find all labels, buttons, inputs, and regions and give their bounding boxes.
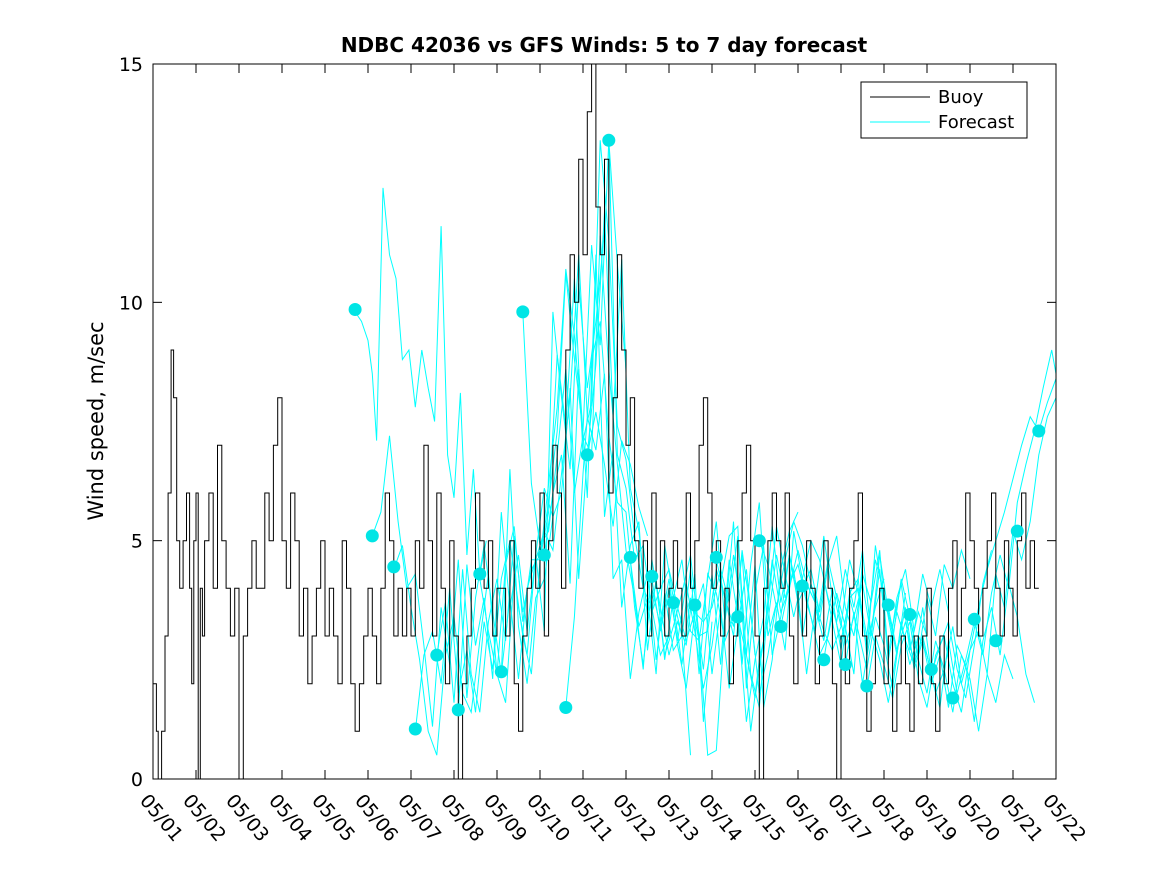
y-axis: 0 5 10 15 [119, 54, 1056, 791]
forecast-point-8 [494, 665, 508, 679]
forecast-point-29 [946, 691, 960, 705]
y-tick-label: 10 [119, 292, 143, 314]
forecast-run-20 [758, 519, 949, 656]
plot-frame [152, 63, 1057, 780]
plot-area [153, 63, 1057, 780]
forecast-point-2 [365, 529, 379, 543]
forecast-run-16 [672, 502, 863, 757]
forecast-point-14 [623, 550, 637, 564]
forecast-point-9 [516, 305, 530, 319]
forecast-point-21 [774, 620, 788, 633]
forecast-point-23 [817, 653, 831, 667]
forecast-point-28 [924, 662, 938, 676]
forecast-point-11 [559, 701, 573, 714]
forecast-run-10 [543, 254, 734, 675]
forecast-point-26 [881, 598, 895, 612]
forecast-point-13 [602, 133, 616, 147]
forecast-point-30 [967, 612, 981, 626]
forecast-point-1 [348, 303, 362, 316]
y-tick-label: 5 [131, 531, 143, 553]
forecast-run-13 [608, 140, 799, 708]
forecast-run-21 [780, 548, 971, 665]
forecast-point-12 [580, 448, 594, 462]
forecast-point-20 [752, 534, 766, 548]
forecast-point-10 [537, 548, 551, 562]
y-tick-label: 0 [131, 769, 143, 791]
forecast-point-19 [731, 610, 745, 624]
forecast-run-7 [479, 140, 670, 675]
forecast-run-22 [801, 550, 992, 699]
forecast-point-15 [645, 569, 659, 583]
forecast-point-27 [903, 608, 917, 621]
legend: Buoy Forecast [860, 81, 1028, 139]
forecast-point-7 [473, 567, 487, 581]
forecast-point-24 [838, 658, 852, 672]
legend-box [860, 81, 1028, 139]
legend-forecast-label: Forecast [938, 112, 1014, 133]
forecast-point-32 [1010, 524, 1024, 538]
buoy-series-line [153, 63, 1039, 780]
y-axis-label: Wind speed, m/sec [84, 321, 108, 520]
forecast-point-3 [387, 560, 401, 574]
forecast-point-33 [1032, 424, 1046, 438]
y-tick-label: 15 [119, 54, 143, 76]
forecast-point-18 [709, 550, 723, 564]
chart-title: NDBC 42036 vs GFS Winds: 5 to 7 day fore… [341, 33, 868, 57]
forecast-point-6 [451, 703, 465, 717]
forecast-point-16 [666, 596, 680, 610]
forecast-point-22 [795, 579, 809, 593]
legend-buoy-label: Buoy [938, 87, 984, 108]
forecast-point-25 [860, 679, 874, 693]
forecast-point-4 [408, 722, 422, 736]
forecast-point-31 [989, 634, 1003, 648]
forecast-point-5 [430, 648, 444, 662]
forecast-point-17 [688, 598, 702, 612]
forecast-run-25 [866, 397, 1057, 713]
forecast-run-15 [651, 525, 842, 689]
forecast-run-1 [354, 187, 487, 575]
